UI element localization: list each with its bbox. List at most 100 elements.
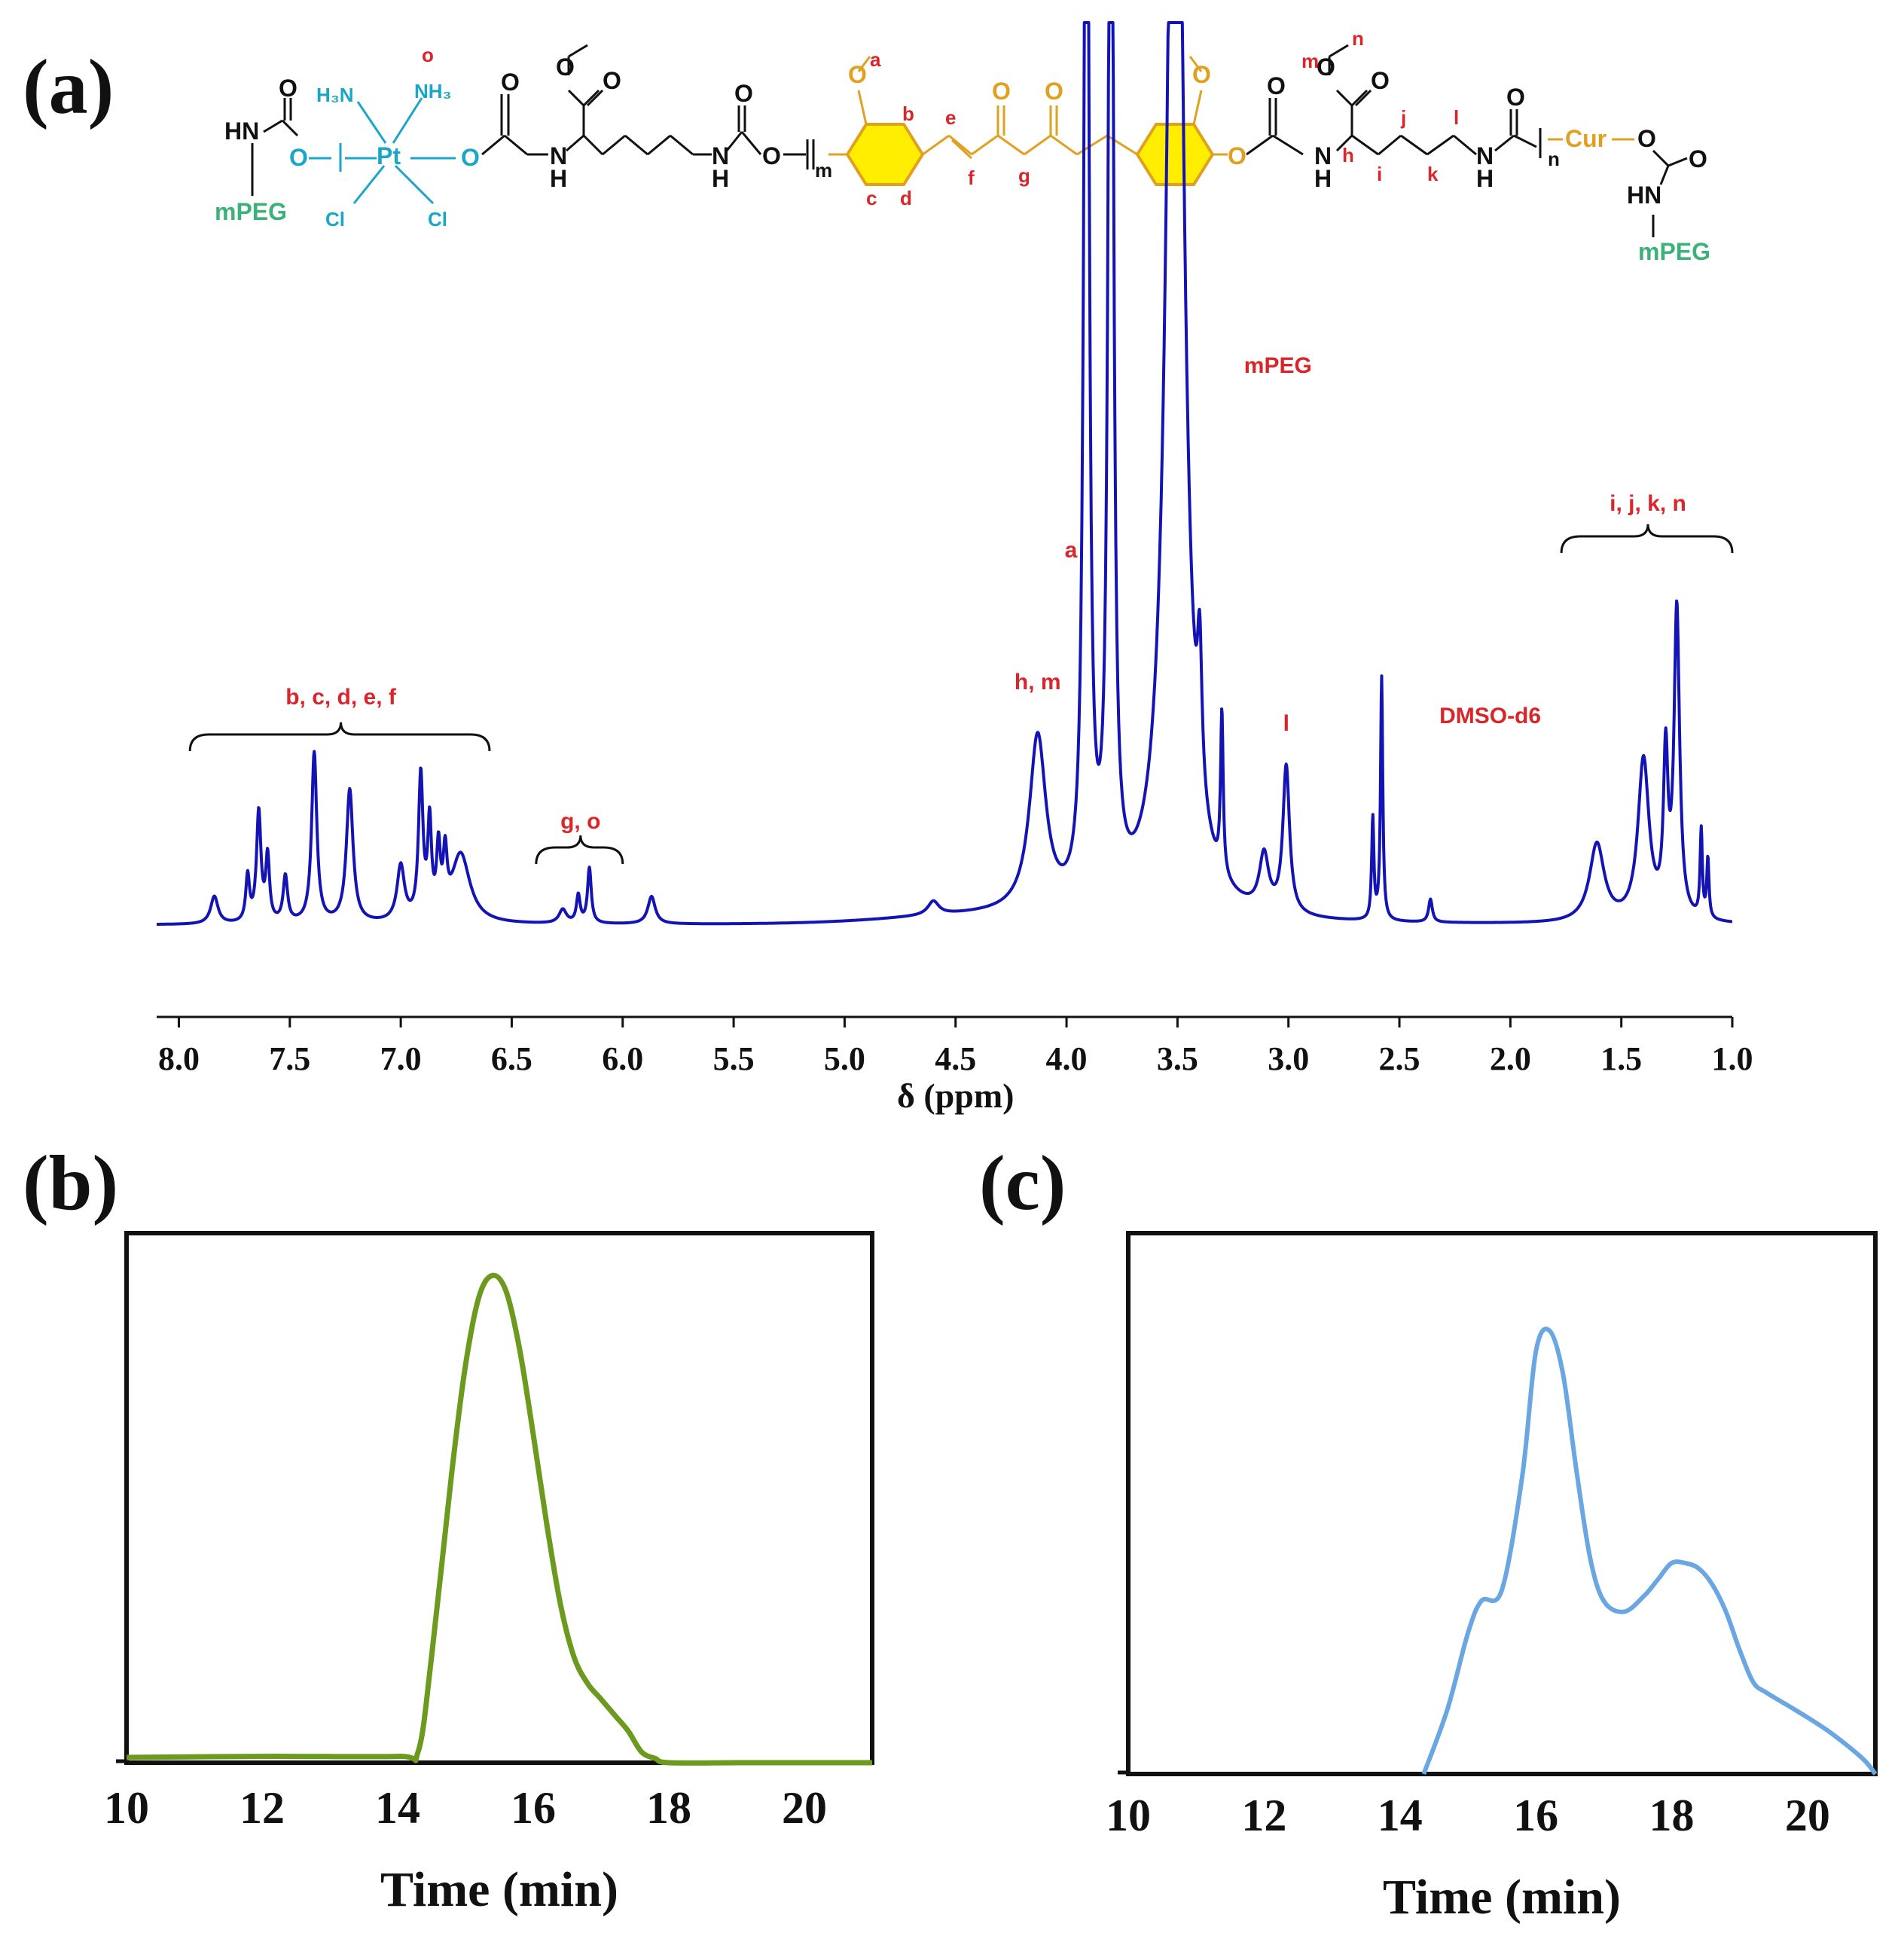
struct-cur: Cur — [1565, 125, 1606, 152]
struct-o-5: O — [1228, 142, 1246, 169]
gpc-c-tick-label-4: 18 — [1649, 1791, 1694, 1840]
nmr-x-axis-title: δ (ppm) — [897, 1076, 1015, 1115]
nmr-bracket-1 — [535, 835, 624, 865]
gpc-b-x-axis-title: Time (min) — [380, 1862, 618, 1917]
struct-n-3: N — [1314, 142, 1332, 169]
struct-o-4: O — [762, 142, 781, 169]
nmr-tick-label-13: 1.5 — [1600, 1040, 1642, 1077]
gpc-b-tick-label-5: 20 — [782, 1783, 827, 1833]
struct-curcumin-chain — [828, 56, 1228, 160]
gpc-b-trace — [126, 1272, 872, 1766]
nmr-tick-label-8: 4.0 — [1046, 1040, 1088, 1077]
struct-h-4: H — [1476, 165, 1494, 192]
nmr-tick-label-7: 4.5 — [935, 1040, 976, 1077]
struct-o-keto-2: O — [1045, 78, 1063, 105]
nmr-tick-label-4: 6.0 — [602, 1040, 643, 1077]
panel-label-b: (b) — [23, 1140, 118, 1226]
struct-repeat-n: n — [1548, 148, 1560, 170]
struct-o-3: O — [734, 80, 753, 107]
struct-o-ester-4: O — [1371, 67, 1390, 94]
struct-o-6: O — [1267, 72, 1286, 99]
gpc-chart-c: 10 12 14 16 18 20 Time (min) — [1106, 1231, 1878, 1925]
struct-hn-left: HN — [224, 118, 259, 145]
struct-nh3: NH₃ — [414, 80, 452, 102]
struct-o-keto-1: O — [992, 78, 1011, 105]
nmr-annotations: b, c, d, e, f g, o h, m a mPEG l DMSO-d6 i, j, … — [188, 353, 1734, 865]
atom-label-i: i — [1377, 163, 1382, 185]
struct-n-1: N — [550, 142, 567, 169]
struct-ring-left — [845, 123, 925, 186]
struct-atom-labels: a b c d e f g h i j k l m n — [866, 27, 1459, 209]
atom-label-k: k — [1427, 163, 1439, 185]
struct-o-8: O — [1637, 125, 1656, 152]
gpc-chart-b: 10 12 14 16 18 20 Time (min) — [104, 1231, 874, 1917]
atom-label-d: d — [900, 187, 912, 209]
struct-o-ester-1: O — [556, 53, 575, 81]
struct-bonds-right — [1652, 149, 1688, 237]
gpc-c-ticks: 10 12 14 16 18 20 — [1106, 1770, 1830, 1840]
nmr-tick-label-11: 2.5 — [1379, 1040, 1420, 1077]
struct-h3n: H₃N — [316, 84, 354, 106]
nmr-annotation-1: g, o — [560, 809, 600, 834]
nmr-tick-label-12: 2.0 — [1490, 1040, 1531, 1077]
gpc-b-ticks: 10 12 14 16 18 20 — [104, 1759, 827, 1833]
gpc-b-tick-label-2: 14 — [375, 1783, 420, 1833]
struct-n-2: N — [712, 142, 729, 169]
atom-label-c: c — [866, 187, 877, 209]
gpc-b-frame — [124, 1231, 874, 1765]
struct-pt: Pt — [377, 142, 401, 169]
nmr-tick-label-6: 5.0 — [824, 1040, 865, 1077]
nmr-tick-label-14: 1.0 — [1712, 1040, 1753, 1077]
nmr-annotation-6: DMSO-d6 — [1439, 704, 1541, 728]
struct-mpeg-left: mPEG — [215, 198, 287, 225]
nmr-trace — [155, 21, 1734, 926]
struct-cl-right: Cl — [428, 208, 447, 231]
struct-o-pt-left: O — [289, 144, 308, 171]
nmr-bracket-7 — [1560, 524, 1734, 554]
atom-label-l: l — [1454, 106, 1459, 129]
gpc-b-tick-label-0: 10 — [104, 1783, 149, 1833]
nmr-tick-label-0: 8.0 — [158, 1040, 200, 1077]
nmr-chart: 8.0 7.5 7.0 6.5 6.0 5.5 5.0 4.5 4.0 3.5 3.0 2.5 2.0 1… — [155, 21, 1753, 1115]
struct-mpeg-right: mPEG — [1638, 238, 1710, 265]
atom-label-n: n — [1352, 27, 1364, 50]
gpc-c-tick-label-3: 16 — [1513, 1791, 1558, 1840]
struct-label-o: o — [422, 44, 434, 66]
nmr-tick-label-1: 7.5 — [269, 1040, 310, 1077]
gpc-c-trace — [1421, 1327, 1878, 1776]
struct-backbone-left — [481, 44, 815, 169]
atom-label-m: m — [1301, 50, 1319, 72]
struct-ring-right — [1135, 123, 1215, 186]
atom-label-g: g — [1018, 164, 1030, 187]
struct-pt-bonds — [309, 97, 456, 205]
atom-label-f: f — [968, 166, 975, 189]
nmr-annotation-3: a — [1065, 538, 1078, 563]
atom-label-e: e — [945, 106, 956, 129]
nmr-tick-label-10: 3.0 — [1268, 1040, 1309, 1077]
struct-o-2: O — [501, 69, 520, 96]
atom-label-b: b — [902, 102, 914, 125]
atom-label-a: a — [870, 48, 881, 71]
nmr-tick-label-5: 5.5 — [713, 1040, 755, 1077]
gpc-c-x-axis-title: Time (min) — [1383, 1870, 1621, 1925]
gpc-b-tick-label-1: 12 — [240, 1783, 285, 1833]
nmr-tick-label-9: 3.5 — [1157, 1040, 1198, 1077]
struct-hn-right: HN — [1627, 182, 1661, 209]
struct-o-9: O — [1689, 145, 1707, 173]
panel-label-c: (c) — [979, 1140, 1066, 1226]
struct-o-ester-3: O — [1317, 53, 1335, 81]
struct-o-methoxy-right: O — [1192, 61, 1211, 88]
nmr-tick-label-3: 6.5 — [491, 1040, 532, 1077]
atom-label-h: h — [1342, 144, 1354, 166]
nmr-ticks: 8.0 7.5 7.0 6.5 6.0 5.5 5.0 4.5 4.0 3.5 3.0 2.5 2.0 1… — [158, 1017, 1753, 1077]
struct-o-ester-2: O — [603, 67, 621, 94]
panel-label-a: (a) — [23, 44, 114, 130]
atom-label-j: j — [1400, 106, 1406, 129]
nmr-annotation-0: b, c, d, e, f — [285, 685, 397, 710]
struct-cl-left: Cl — [325, 208, 345, 231]
gpc-c-tick-label-2: 14 — [1378, 1791, 1423, 1840]
struct-o-pt-right: O — [461, 144, 480, 171]
struct-repeat-m: m — [815, 159, 832, 182]
nmr-annotation-7: i, j, k, n — [1610, 491, 1686, 516]
gpc-b-tick-label-4: 18 — [646, 1783, 691, 1833]
